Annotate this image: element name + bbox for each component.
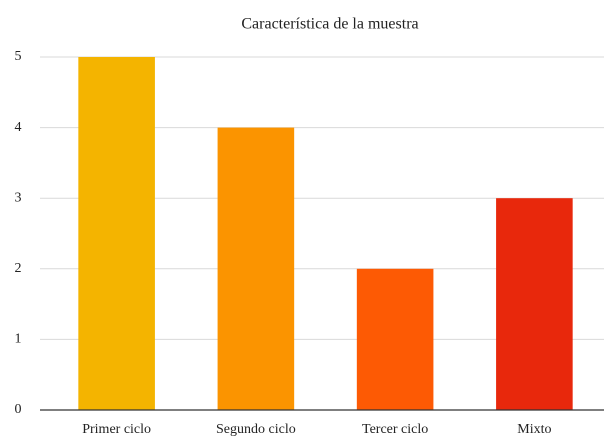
x-tick-label: Tercer ciclo	[362, 422, 428, 437]
bar	[356, 268, 434, 410]
y-tick-label: 0	[15, 402, 22, 417]
y-tick-label: 2	[15, 261, 22, 276]
bar	[78, 57, 155, 410]
x-tick-label: Primer ciclo	[82, 422, 151, 437]
y-tick-label: 4	[15, 120, 22, 135]
bar	[496, 198, 573, 410]
y-tick-label: 3	[15, 190, 22, 205]
chart-title: Característica de la muestra	[241, 16, 418, 33]
x-tick-label: Mixto	[517, 422, 551, 437]
x-tick-label: Segundo ciclo	[216, 422, 296, 437]
y-tick-label: 1	[15, 332, 22, 347]
y-tick-label: 5	[15, 49, 22, 64]
bar	[217, 127, 295, 410]
